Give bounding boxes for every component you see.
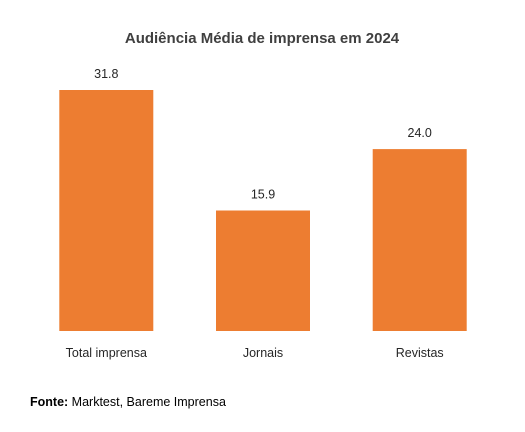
chart-title: Audiência Média de imprensa em 2024 xyxy=(125,30,400,47)
bars-group xyxy=(59,90,467,331)
data-labels-group: 31.8 15.9 24.0 xyxy=(94,67,432,202)
data-label-2: 24.0 xyxy=(408,126,432,140)
bar-1 xyxy=(216,210,310,331)
category-label-2: Revistas xyxy=(396,346,444,360)
category-label-1: Jornais xyxy=(243,346,283,360)
source-text: Marktest, Bareme Imprensa xyxy=(71,395,226,409)
category-labels-group: Total imprensa Jornais Revistas xyxy=(66,346,444,360)
bar-2 xyxy=(372,149,467,331)
category-label-0: Total imprensa xyxy=(66,346,147,360)
data-label-1: 15.9 xyxy=(251,188,275,202)
source-label: Fonte: xyxy=(30,395,69,409)
data-label-0: 31.8 xyxy=(94,67,118,81)
bar-0 xyxy=(59,90,154,331)
source-note: Fonte: Marktest, Bareme Imprensa xyxy=(30,395,226,409)
